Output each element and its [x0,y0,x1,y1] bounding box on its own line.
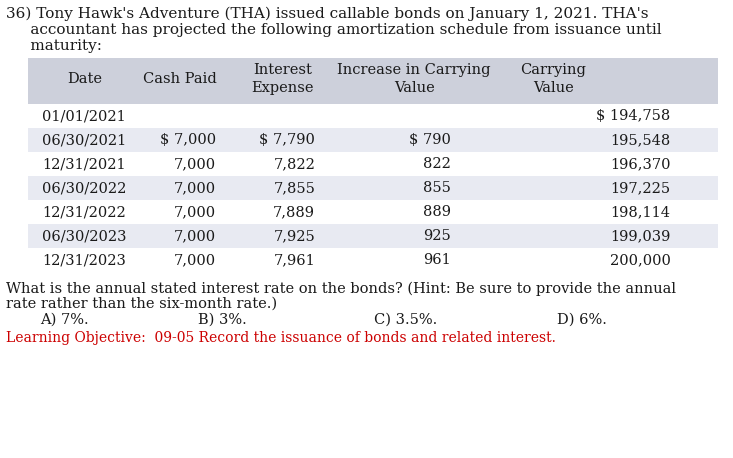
Text: 06/30/2023: 06/30/2023 [42,229,127,243]
Text: 7,889: 7,889 [273,205,315,219]
Text: 7,855: 7,855 [273,181,315,195]
Bar [28,152,718,176]
Text: 925: 925 [423,229,451,243]
Text: 12/31/2023: 12/31/2023 [43,253,126,267]
Text: C) 3.5%.: C) 3.5%. [374,313,437,327]
Text: maturity:: maturity: [6,39,102,53]
Text: 06/30/2022: 06/30/2022 [42,181,127,195]
Text: 822: 822 [423,157,451,171]
Bar [28,104,718,128]
Text: 7,961: 7,961 [273,253,315,267]
Text: 195,548: 195,548 [611,133,671,147]
Text: 7,000: 7,000 [174,181,216,195]
Bar [28,58,718,104]
Text: 01/01/2021: 01/01/2021 [43,109,126,123]
Text: 196,370: 196,370 [610,157,671,171]
Text: 7,000: 7,000 [174,157,216,171]
Text: 200,000: 200,000 [610,253,671,267]
Text: 36) Tony Hawk's Adventure (THA) issued callable bonds on January 1, 2021. THA's: 36) Tony Hawk's Adventure (THA) issued c… [6,7,649,22]
Text: 12/31/2022: 12/31/2022 [43,205,126,219]
Text: 961: 961 [423,253,451,267]
Text: 197,225: 197,225 [611,181,671,195]
Text: 198,114: 198,114 [611,205,671,219]
Text: 7,000: 7,000 [174,229,216,243]
Text: Increase in Carrying
Value: Increase in Carrying Value [337,63,491,95]
Text: Carrying
Value: Carrying Value [520,63,586,95]
Text: 12/31/2021: 12/31/2021 [43,157,126,171]
Text: Learning Objective:  09-05 Record the issuance of bonds and related interest.: Learning Objective: 09-05 Record the iss… [6,331,556,345]
Text: D) 6%.: D) 6%. [557,313,607,327]
Text: 7,925: 7,925 [273,229,315,243]
Text: 06/30/2021: 06/30/2021 [43,133,126,147]
Text: rate rather than the six-month rate.): rate rather than the six-month rate.) [6,297,277,311]
Text: 7,822: 7,822 [273,157,315,171]
Text: Interest
Expense: Interest Expense [251,63,314,95]
Text: $ 194,758: $ 194,758 [597,109,671,123]
Text: 855: 855 [423,181,451,195]
Bar [28,248,718,272]
Text: Cash Paid: Cash Paid [143,72,216,86]
Text: $ 790: $ 790 [409,133,451,147]
Text: 889: 889 [423,205,451,219]
Text: 199,039: 199,039 [611,229,671,243]
Text: What is the annual stated interest rate on the bonds? (Hint: Be sure to provide : What is the annual stated interest rate … [6,282,676,296]
Text: 7,000: 7,000 [174,253,216,267]
Bar [28,200,718,224]
Text: Date: Date [67,72,102,86]
Text: $ 7,790: $ 7,790 [259,133,315,147]
Text: 7,000: 7,000 [174,205,216,219]
Text: A) 7%.: A) 7%. [40,313,89,327]
Bar [28,176,718,200]
Text: $ 7,000: $ 7,000 [160,133,216,147]
Text: B) 3%.: B) 3%. [198,313,247,327]
Text: accountant has projected the following amortization schedule from issuance until: accountant has projected the following a… [6,23,662,37]
Bar [28,224,718,248]
Bar [28,128,718,152]
